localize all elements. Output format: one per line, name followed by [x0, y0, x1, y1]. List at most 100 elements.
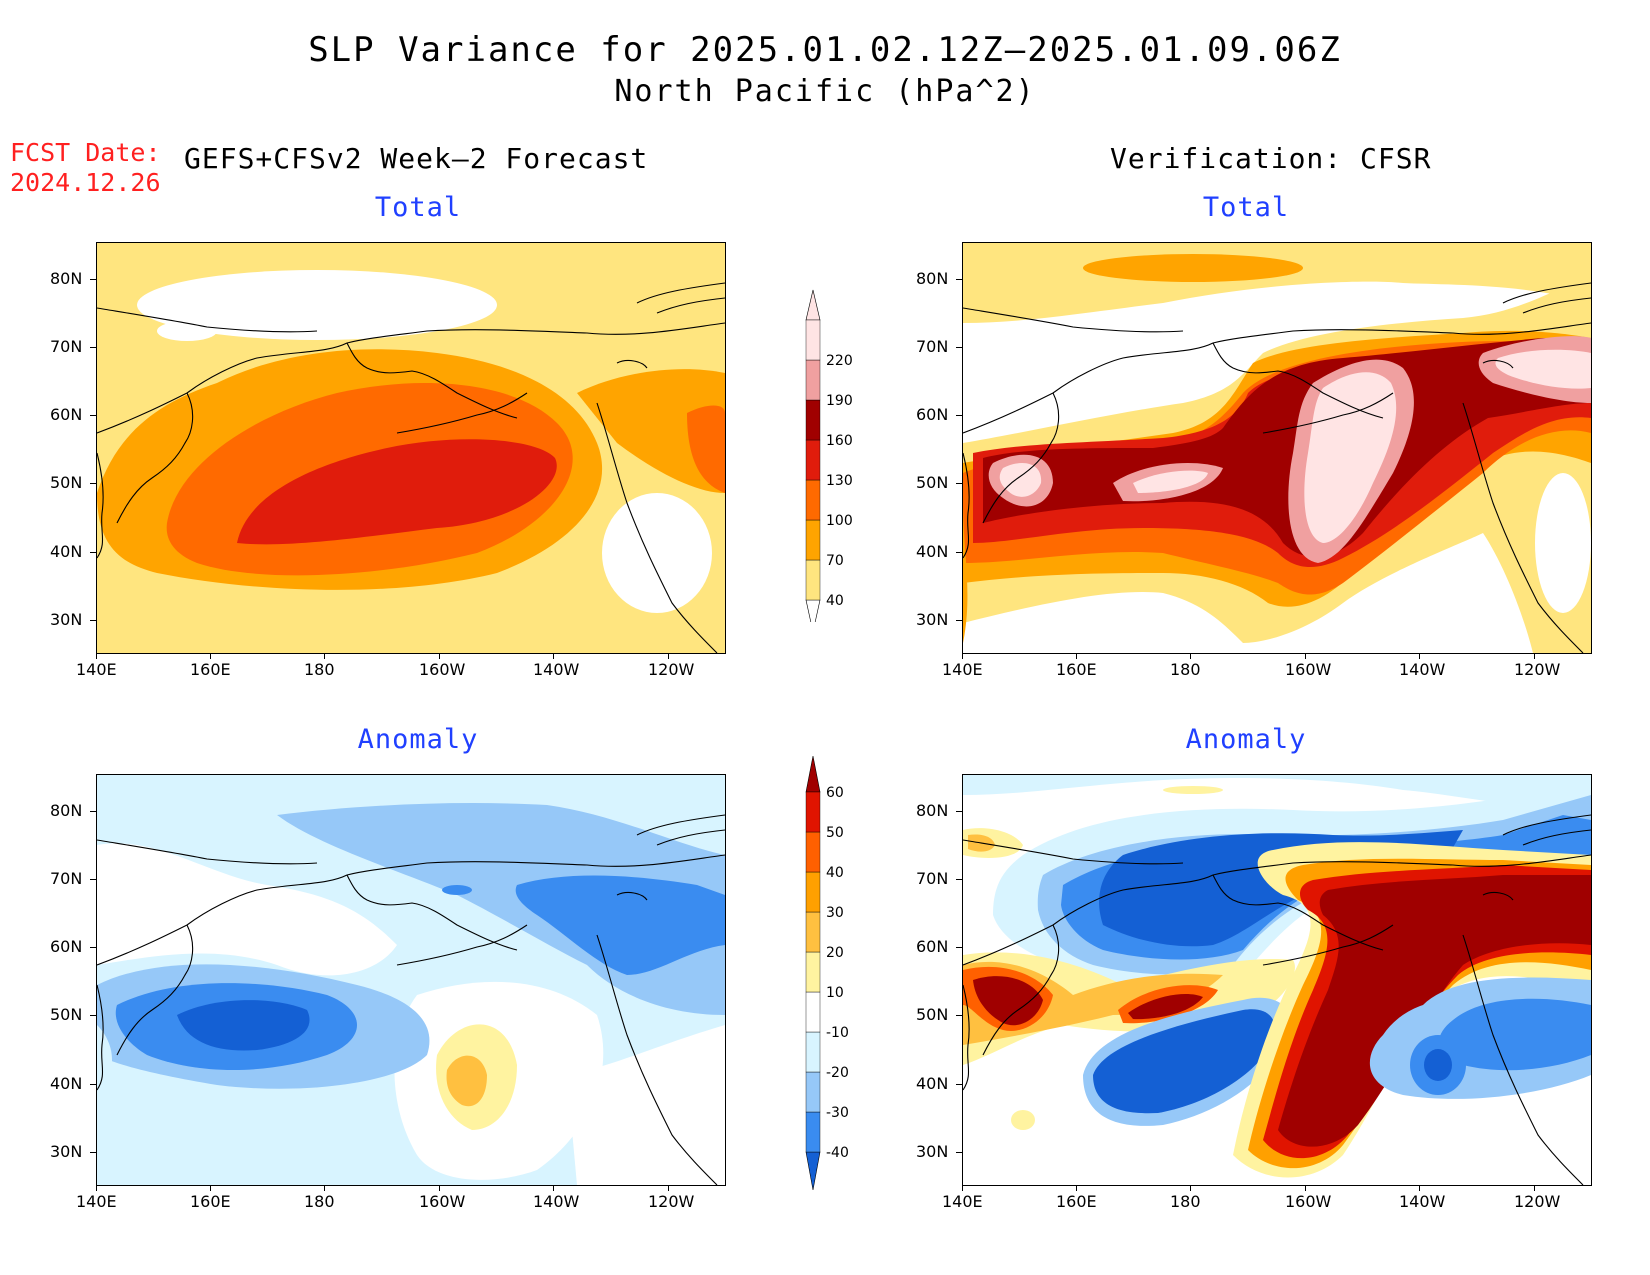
longitude-tick: [1076, 1185, 1077, 1191]
colorbar-label: 70: [826, 553, 844, 569]
longitude-label: 160E: [1056, 1192, 1097, 1211]
latitude-label: 60N: [50, 405, 83, 424]
longitude-label: 180: [304, 1192, 335, 1211]
latitude-label: 80N: [50, 801, 83, 820]
longitude-tick: [1305, 1185, 1306, 1191]
colorbar-label: 50: [826, 825, 844, 841]
colorbar-label: 60: [826, 785, 844, 801]
latitude-tick: [956, 620, 962, 621]
longitude-tick: [1305, 653, 1306, 659]
longitude-label: 120W: [648, 660, 695, 679]
longitude-label: 160E: [190, 660, 231, 679]
longitude-tick: [439, 1185, 440, 1191]
longitude-tick: [1076, 653, 1077, 659]
colorbar-swatch: [805, 559, 821, 601]
latitude-tick: [90, 1084, 96, 1085]
latitude-tick: [90, 347, 96, 348]
main-title: SLP Variance for 2025.01.02.12Z–2025.01.…: [308, 30, 1342, 70]
longitude-label: 140W: [533, 660, 580, 679]
latitude-tick: [956, 1084, 962, 1085]
latitude-label: 50N: [50, 1005, 83, 1024]
latitude-tick: [90, 947, 96, 948]
latitude-label: 60N: [50, 937, 83, 956]
latitude-label: 40N: [916, 542, 949, 561]
latitude-label: 80N: [50, 269, 83, 288]
latitude-tick: [956, 1152, 962, 1153]
forecast-column-header: GEFS+CFSv2 Week–2 Forecast: [184, 142, 649, 175]
longitude-label: 160W: [1285, 660, 1332, 679]
colorbar-label: 40: [826, 593, 844, 609]
latitude-label: 30N: [916, 1142, 949, 1161]
colorbar-swatch: [805, 359, 821, 401]
longitude-label: 160W: [419, 660, 466, 679]
forecast-anomaly-title: Anomaly: [357, 724, 479, 755]
colorbar-swatch: [805, 1111, 821, 1153]
anomaly-colorbar: -40 -30 -20 -10 10 20 30 40 50 60: [805, 755, 849, 1191]
colorbar-label: 20: [826, 945, 844, 961]
colorbar-swatch: [805, 791, 821, 833]
colorbar-label: 130: [826, 473, 853, 489]
longitude-tick: [96, 653, 97, 659]
colorbar-label: 30: [826, 905, 844, 921]
longitude-tick: [962, 653, 963, 659]
longitude-tick: [553, 653, 554, 659]
latitude-label: 80N: [916, 801, 949, 820]
verification-column-header: Verification: CFSR: [1110, 142, 1432, 175]
forecast-anomaly-map: [96, 774, 726, 1186]
latitude-tick: [956, 1015, 962, 1016]
colorbar-label: -20: [826, 1065, 849, 1081]
longitude-tick: [1190, 1185, 1191, 1191]
colorbar-swatch: [805, 911, 821, 953]
colorbar-swatch: [805, 439, 821, 481]
main-subtitle: North Pacific (hPa^2): [614, 74, 1036, 109]
longitude-label: 140E: [942, 1192, 983, 1211]
colorbar-label: 220: [826, 353, 853, 369]
longitude-label: 120W: [648, 1192, 695, 1211]
latitude-label: 30N: [50, 610, 83, 629]
longitude-tick: [553, 1185, 554, 1191]
colorbar-label: -10: [826, 1025, 849, 1041]
total-colorbar: 40 70 100 130 160 190 220: [805, 289, 853, 622]
longitude-label: 160E: [190, 1192, 231, 1211]
latitude-label: 80N: [916, 269, 949, 288]
colorbar-swatch: [805, 951, 821, 993]
longitude-tick: [210, 1185, 211, 1191]
latitude-label: 40N: [50, 1074, 83, 1093]
latitude-tick: [90, 415, 96, 416]
latitude-label: 70N: [916, 337, 949, 356]
latitude-tick: [956, 347, 962, 348]
colorbar-swatch: [805, 399, 821, 441]
colorbar-swatch: [805, 1071, 821, 1113]
latitude-tick: [90, 1152, 96, 1153]
verification-total-title: Total: [1202, 192, 1290, 223]
latitude-label: 70N: [50, 869, 83, 888]
longitude-label: 160E: [1056, 660, 1097, 679]
longitude-tick: [1190, 653, 1191, 659]
colorbar-swatch: [805, 519, 821, 561]
longitude-label: 140E: [942, 660, 983, 679]
colorbar-bottom-cap: [805, 1151, 821, 1191]
latitude-label: 70N: [50, 337, 83, 356]
latitude-tick: [956, 811, 962, 812]
colorbar-swatch: [805, 319, 821, 361]
colorbar-swatch: [805, 871, 821, 913]
colorbar-label: 100: [826, 513, 853, 529]
longitude-tick: [210, 653, 211, 659]
longitude-tick: [324, 1185, 325, 1191]
colorbar-top-cap: [805, 755, 821, 793]
longitude-label: 120W: [1514, 1192, 1561, 1211]
longitude-label: 180: [304, 660, 335, 679]
latitude-label: 40N: [50, 542, 83, 561]
colorbar-swatch: [805, 831, 821, 873]
longitude-tick: [962, 1185, 963, 1191]
verification-anomaly-map: [962, 774, 1592, 1186]
longitude-label: 140E: [76, 660, 117, 679]
forecast-total-title: Total: [374, 192, 462, 223]
longitude-tick: [324, 653, 325, 659]
verification-anomaly-title: Anomaly: [1185, 724, 1307, 755]
verification-total-map: [962, 242, 1592, 654]
colorbar-swatch: [805, 991, 821, 1033]
latitude-label: 60N: [916, 937, 949, 956]
longitude-tick: [1534, 653, 1535, 659]
longitude-tick: [668, 653, 669, 659]
